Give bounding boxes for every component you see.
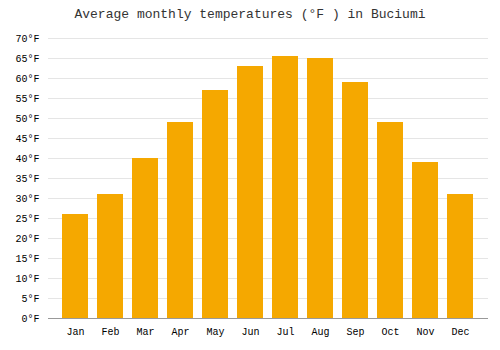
svg-text:Nov: Nov — [416, 327, 434, 338]
svg-text:May: May — [206, 327, 224, 338]
svg-text:5°F: 5°F — [21, 294, 39, 305]
svg-text:Jun: Jun — [241, 327, 259, 338]
svg-text:70°F: 70°F — [15, 34, 39, 45]
svg-text:60°F: 60°F — [15, 74, 39, 85]
svg-text:Oct: Oct — [381, 327, 399, 338]
html-text:Average monthly temperatures (: Average monthly temperatures (°F ) in Bu… — [74, 7, 426, 22]
svg-text:Feb: Feb — [101, 327, 119, 338]
svg-text:65°F: 65°F — [15, 54, 39, 65]
svg-text:50°F: 50°F — [15, 114, 39, 125]
svg-text:Apr: Apr — [171, 327, 189, 338]
svg-text:25°F: 25°F — [15, 214, 39, 225]
svg-text:0°F: 0°F — [21, 314, 39, 325]
svg-text:Aug: Aug — [311, 327, 329, 338]
svg-text:15°F: 15°F — [15, 254, 39, 265]
svg-text:40°F: 40°F — [15, 154, 39, 165]
svg-text:Sep: Sep — [346, 327, 364, 338]
svg-text:Dec: Dec — [451, 327, 469, 338]
svg-text:Jul: Jul — [276, 327, 294, 338]
svg-text:35°F: 35°F — [15, 174, 39, 185]
svg-text:30°F: 30°F — [15, 194, 39, 205]
svg-text:45°F: 45°F — [15, 134, 39, 145]
svg-text:55°F: 55°F — [15, 94, 39, 105]
svg-text:10°F: 10°F — [15, 274, 39, 285]
svg-text:Mar: Mar — [136, 327, 154, 338]
svg-text:20°F: 20°F — [15, 234, 39, 245]
svg-text:Jan: Jan — [66, 327, 84, 338]
